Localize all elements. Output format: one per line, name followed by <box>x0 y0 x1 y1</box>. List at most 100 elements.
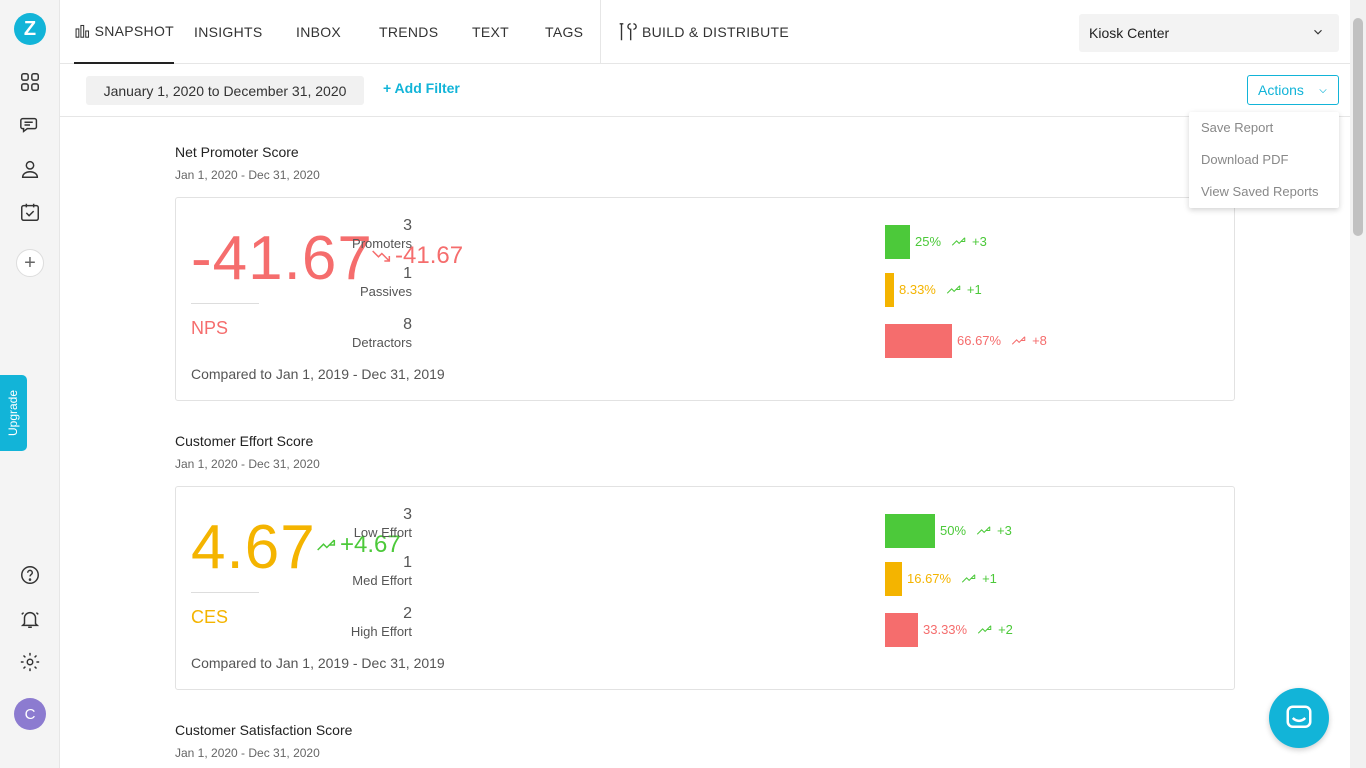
tab-build-distribute[interactable]: BUILD & DISTRIBUTE <box>616 0 789 64</box>
tab-label: BUILD & DISTRIBUTE <box>642 24 789 40</box>
dashboard-icon[interactable] <box>18 70 42 94</box>
add-filter-link[interactable]: + Add Filter <box>383 80 460 96</box>
nps-delta: -41.67 <box>371 242 463 270</box>
account-select[interactable]: Kiosk Center <box>1079 14 1339 52</box>
conversations-icon[interactable] <box>18 113 42 137</box>
tab-label: INBOX <box>296 24 342 40</box>
tab-label: INSIGHTS <box>194 24 263 40</box>
tab-label: TEXT <box>472 24 509 40</box>
row-change-value: +3 <box>997 523 1012 538</box>
section-title-nps: Net Promoter Score <box>175 144 299 160</box>
tools-icon <box>619 23 637 41</box>
nps-abbr: NPS <box>191 318 229 338</box>
trend-up-icon <box>977 625 992 634</box>
nps-card: -41.67 -41.67 NPS Compared to Jan 1, 201… <box>175 197 1235 401</box>
row-pct-value: 8.33% <box>899 282 936 297</box>
row-change-value: +1 <box>966 282 982 297</box>
chevron-down-icon <box>1314 29 1322 35</box>
row-pct: 66.67% +8 <box>957 333 1047 348</box>
row-pct-value: 50% <box>940 523 967 538</box>
trend-up-icon <box>317 539 336 551</box>
avatar[interactable]: C <box>14 698 46 730</box>
tab-text[interactable]: TEXT <box>472 0 509 64</box>
row-bar <box>885 562 902 596</box>
section-title-ces: Customer Effort Score <box>175 433 314 449</box>
row-pct-value: 25% <box>915 234 942 249</box>
row-change-value: +1 <box>982 571 997 586</box>
settings-gear-icon[interactable] <box>18 650 42 674</box>
row-pct: 8.33% +1 <box>899 282 982 297</box>
user-icon[interactable] <box>18 157 42 181</box>
add-icon[interactable]: + <box>16 249 44 277</box>
date-range-value: January 1, 2020 to December 31, 2020 <box>103 82 347 99</box>
avatar-initial: C <box>24 705 36 723</box>
row-count: 2 <box>403 605 412 622</box>
ces-delta-value: +4.67 <box>340 531 401 558</box>
filter-bar: January 1, 2020 to December 31, 2020 + A… <box>60 64 1350 117</box>
help-icon[interactable] <box>18 563 42 587</box>
section-date-ces: Jan 1, 2020 - Dec 31, 2020 <box>175 457 320 471</box>
ces-compare-text: Compared to Jan 1, 2019 - Dec 31, 2019 <box>191 655 445 671</box>
actions-label: Actions <box>1258 82 1304 98</box>
trend-up-icon <box>961 574 976 583</box>
scrollbar-thumb[interactable] <box>1353 18 1363 236</box>
tab-label: TAGS <box>545 24 584 40</box>
trend-up-icon <box>951 237 966 246</box>
row-bar <box>885 613 918 647</box>
menu-item-view-saved-reports[interactable]: View Saved Reports <box>1201 184 1319 199</box>
notifications-bell-icon[interactable] <box>18 607 42 631</box>
app-logo[interactable]: Z <box>14 13 46 45</box>
row-bar <box>885 225 910 259</box>
upgrade-button[interactable]: Upgrade <box>0 375 27 451</box>
row-count: 3 <box>403 217 412 234</box>
chat-launcher-button[interactable] <box>1269 688 1329 748</box>
tab-snapshot[interactable]: SNAPSHOT <box>74 0 174 64</box>
trend-up-icon <box>976 526 991 535</box>
chat-icon <box>1286 705 1312 728</box>
row-label: Med Effort <box>352 573 412 588</box>
row-change-value: +3 <box>972 234 987 249</box>
chevron-down-icon <box>1319 89 1327 94</box>
logo-letter: Z <box>23 17 37 40</box>
upgrade-label: Upgrade <box>6 389 21 437</box>
scrollbar[interactable] <box>1350 0 1366 768</box>
row-pct: 33.33% +2 <box>923 622 1013 637</box>
row-bar <box>885 273 894 307</box>
row-label: Detractors <box>352 335 412 350</box>
date-range-picker[interactable]: January 1, 2020 to December 31, 2020 <box>86 76 364 105</box>
row-change-value: +8 <box>1032 333 1047 348</box>
section-date-csat: Jan 1, 2020 - Dec 31, 2020 <box>175 746 320 760</box>
menu-item-save-report[interactable]: Save Report <box>1201 120 1274 135</box>
actions-button[interactable]: Actions <box>1247 75 1339 105</box>
nps-delta-value: -41.67 <box>395 242 464 269</box>
left-rail: Z + Upgrade C <box>0 0 60 768</box>
row-pct-value: 33.33% <box>923 622 968 637</box>
menu-item-download-pdf[interactable]: Download PDF <box>1201 152 1289 167</box>
divider <box>191 303 259 304</box>
tab-tags[interactable]: TAGS <box>545 0 583 64</box>
row-count: 8 <box>403 316 412 333</box>
tab-inbox[interactable]: INBOX <box>296 0 341 64</box>
row-bar <box>885 514 935 548</box>
row-pct-value: 66.67% <box>957 333 1002 348</box>
ces-card: 4.67 +4.67 CES Compared to Jan 1, 2019 -… <box>175 486 1235 690</box>
top-nav: SNAPSHOT INSIGHTS INBOX TRENDS TEXT TAGS… <box>60 0 1350 64</box>
row-label: Promoters <box>352 236 412 251</box>
ces-delta: +4.67 <box>316 531 401 559</box>
row-count: 3 <box>403 506 412 523</box>
nps-compare-text: Compared to Jan 1, 2019 - Dec 31, 2019 <box>191 366 445 382</box>
row-label: High Effort <box>350 624 412 639</box>
ces-abbr: CES <box>191 607 229 627</box>
section-title-csat: Customer Satisfaction Score <box>175 722 353 738</box>
account-select-value: Kiosk Center <box>1089 25 1170 41</box>
row-label: Low Effort <box>353 525 412 540</box>
ces-score: 4.67 <box>191 513 316 582</box>
tab-trends[interactable]: TRENDS <box>379 0 438 64</box>
row-pct-value: 16.67% <box>907 571 952 586</box>
row-count: 1 <box>403 554 412 571</box>
calendar-check-icon[interactable] <box>18 200 42 224</box>
bar-chart-icon <box>75 24 90 38</box>
row-change-value: +2 <box>998 622 1013 637</box>
trend-up-icon <box>946 285 961 294</box>
tab-insights[interactable]: INSIGHTS <box>194 0 263 64</box>
